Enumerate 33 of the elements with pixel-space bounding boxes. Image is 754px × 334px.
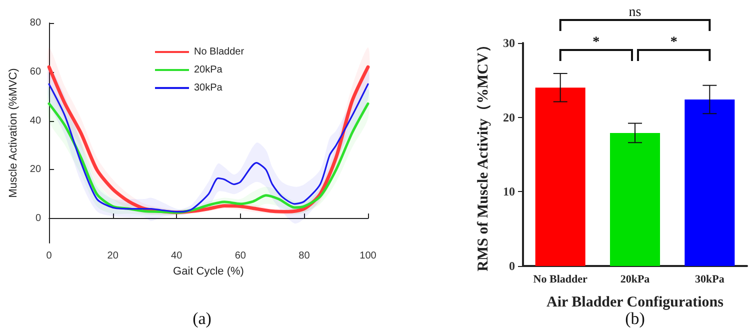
x-tick-label: 100 [360, 250, 377, 262]
bar [535, 88, 586, 266]
x-tick-label: 0 [46, 250, 52, 262]
legend-label: 30kPa [194, 82, 223, 94]
x-tick-label: 20 [107, 250, 119, 262]
x-tick-label: 60 [234, 250, 246, 262]
y-tick-label: 20 [503, 110, 515, 124]
x-axis-title: Air Bladder Configurations [546, 294, 724, 310]
bar [610, 132, 660, 266]
y-tick-label: 40 [30, 115, 42, 126]
legend-label: 20kPa [194, 64, 223, 76]
y-axis-title: RMS of Muscle Activity（%MCV） [476, 38, 492, 272]
bar [684, 99, 735, 266]
y-tick-label: 0 [509, 259, 515, 273]
text: ns [628, 5, 642, 20]
x-tick-label: 20kPa [620, 274, 650, 286]
annotation: * [592, 35, 600, 50]
y-tick-label: 30 [503, 36, 515, 50]
y-tick-label: 0 [35, 213, 42, 224]
text: (b) [625, 309, 645, 328]
x-tick-label: 80 [298, 250, 310, 262]
legend-label: No Bladder [194, 46, 245, 58]
y-tick-label: 80 [30, 18, 42, 28]
y-axis-title: Muscle Activation (%MVC) [8, 68, 20, 198]
x-axis-title: Gait Cycle (%) [173, 265, 244, 278]
text: (a) [192, 309, 212, 328]
y-tick-label: 10 [503, 184, 515, 199]
x-tick-label: 40 [171, 250, 183, 262]
y-tick-label: 60 [30, 66, 42, 78]
annotation: * [670, 35, 678, 50]
x-tick-label: No Bladder [533, 274, 588, 286]
x-tick-label: 30kPa [694, 274, 725, 286]
y-tick-label: 20 [30, 164, 42, 176]
